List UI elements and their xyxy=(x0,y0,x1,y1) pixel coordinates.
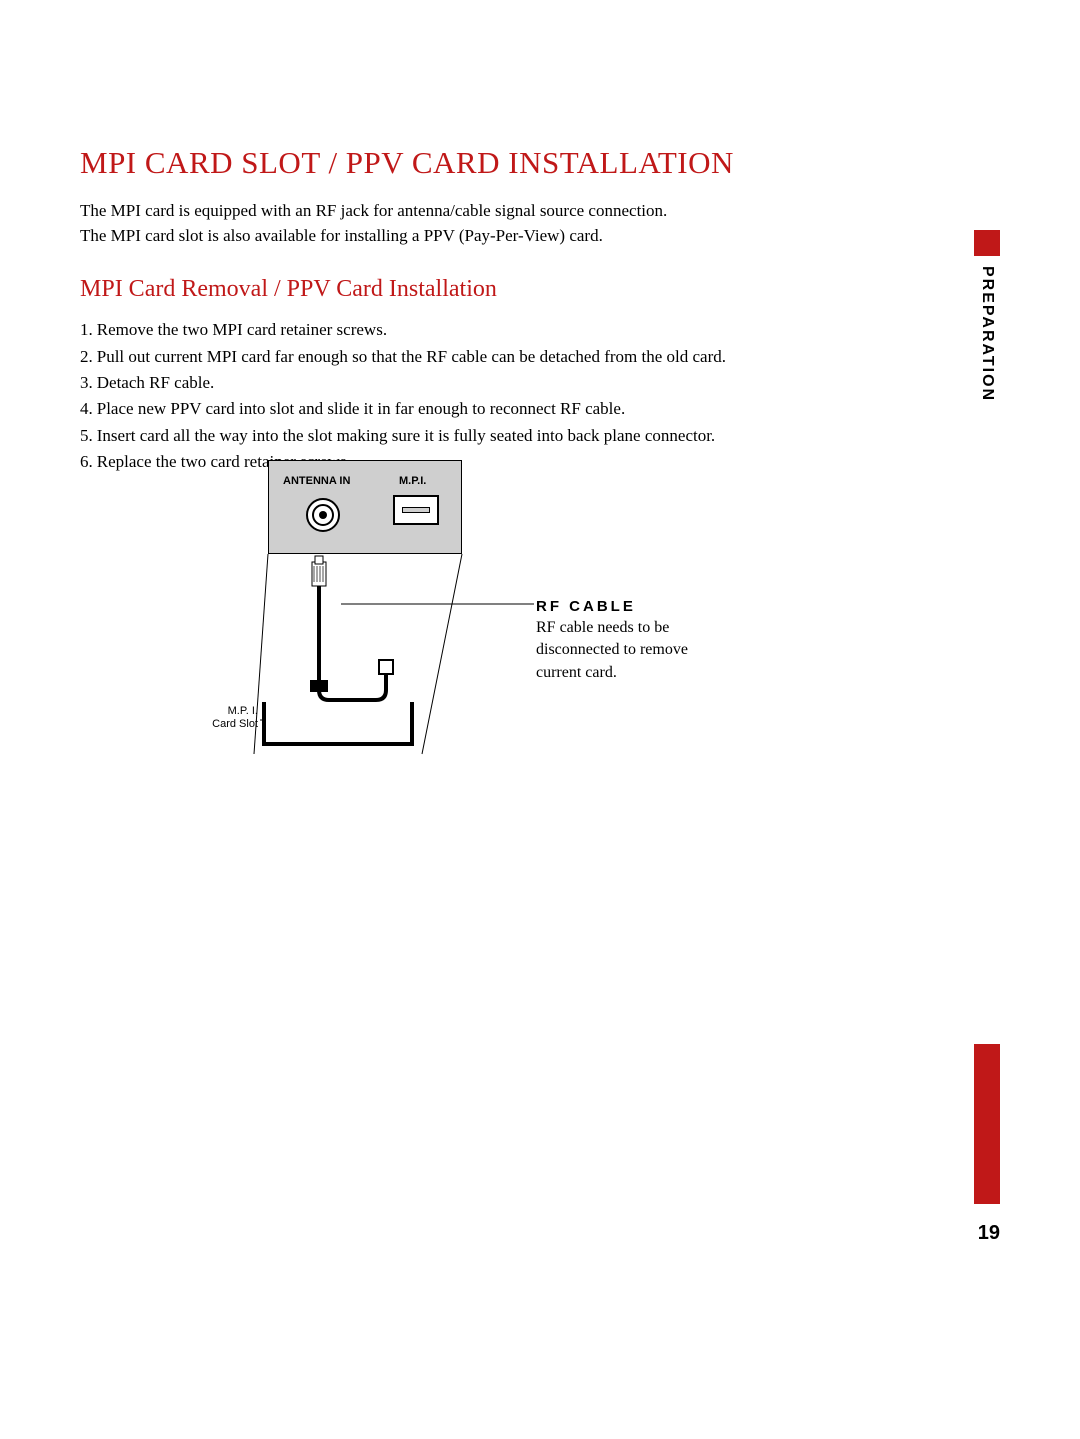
step-text: Insert card all the way into the slot ma… xyxy=(97,423,715,449)
intro-text: The MPI card is equipped with an RF jack… xyxy=(80,199,1000,248)
step-num: 2. xyxy=(80,344,93,370)
step-num: 1. xyxy=(80,317,93,343)
step-item: 4.Place new PPV card into slot and slide… xyxy=(80,396,1000,422)
section-tab: PREPARATION xyxy=(974,230,1000,402)
connector-panel: ANTENNA IN M.P.I. xyxy=(268,460,462,554)
side-accent-bar xyxy=(974,1044,1000,1204)
step-num: 6. xyxy=(80,449,93,475)
step-text: Place new PPV card into slot and slide i… xyxy=(97,396,625,422)
step-num: 3. xyxy=(80,370,93,396)
tab-accent xyxy=(974,230,1000,256)
card-slot-label-1: M.P. I. xyxy=(228,705,258,717)
rf-cable-title: RF CABLE xyxy=(536,596,688,617)
page-title: MPI CARD SLOT / PPV CARD INSTALLATION xyxy=(80,145,1000,181)
step-item: 5.Insert card all the way into the slot … xyxy=(80,423,1000,449)
page-number: 19 xyxy=(978,1222,1000,1245)
step-num: 4. xyxy=(80,396,93,422)
rf-cable-callout: RF CABLE RF cable needs to be disconnect… xyxy=(536,596,688,684)
antenna-in-label: ANTENNA IN xyxy=(283,475,350,487)
rf-cable-desc-1: RF cable needs to be xyxy=(536,617,688,639)
tab-label: PREPARATION xyxy=(978,256,996,402)
steps-list: 1.Remove the two MPI card retainer screw… xyxy=(80,317,1000,475)
step-item: 3.Detach RF cable. xyxy=(80,370,1000,396)
step-text: Pull out current MPI card far enough so … xyxy=(97,344,726,370)
rf-cable-desc-3: current card. xyxy=(536,662,688,684)
card-slot-label: M.P. I. Card Slot xyxy=(206,705,258,731)
mpi-port-label: M.P.I. xyxy=(399,475,426,487)
step-item: 2.Pull out current MPI card far enough s… xyxy=(80,344,1000,370)
step-num: 5. xyxy=(80,423,93,449)
step-text: Detach RF cable. xyxy=(97,370,215,396)
card-slot-label-2: Card Slot xyxy=(212,718,258,730)
mpi-port-icon xyxy=(393,495,439,525)
coax-jack-icon xyxy=(305,497,341,533)
section-title: MPI Card Removal / PPV Card Installation xyxy=(80,276,1000,303)
rf-cable-desc-2: disconnected to remove xyxy=(536,639,688,661)
step-text: Remove the two MPI card retainer screws. xyxy=(97,317,387,343)
step-item: 1.Remove the two MPI card retainer screw… xyxy=(80,317,1000,343)
intro-line-2: The MPI card slot is also available for … xyxy=(80,224,1000,249)
intro-line-1: The MPI card is equipped with an RF jack… xyxy=(80,199,1000,224)
mpi-card-diagram: ANTENNA IN M.P.I. M.P. I. Card Slot RF C… xyxy=(206,460,796,770)
